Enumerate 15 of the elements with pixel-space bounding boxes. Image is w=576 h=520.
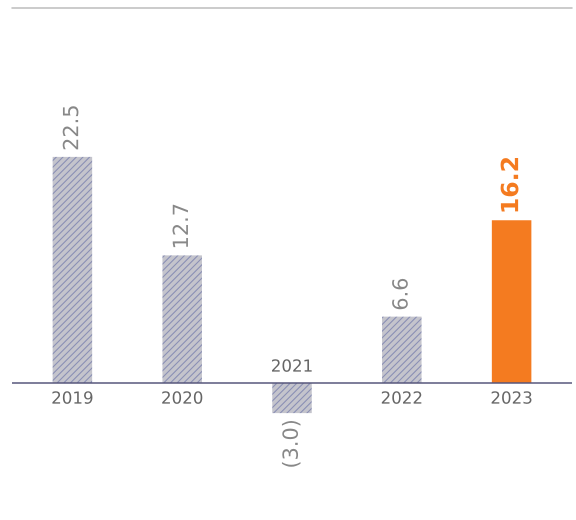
data-label: 6.6 (392, 278, 408, 310)
bar (492, 220, 532, 383)
data-label: (3.0) (282, 420, 300, 467)
x-tick-label: 2023 (492, 391, 532, 404)
data-label: 16.2 (500, 158, 518, 212)
x-tick-label: 2022 (382, 391, 422, 404)
bar (272, 383, 312, 414)
x-tick-label: 2019 (52, 391, 92, 404)
data-label: 22.5 (62, 106, 78, 150)
bar (52, 156, 92, 383)
bar (382, 316, 422, 383)
data-label: 12.7 (172, 204, 188, 248)
x-tick-label: 2021 (272, 359, 312, 372)
bar (162, 255, 202, 383)
x-tick-label: 2020 (162, 391, 202, 404)
